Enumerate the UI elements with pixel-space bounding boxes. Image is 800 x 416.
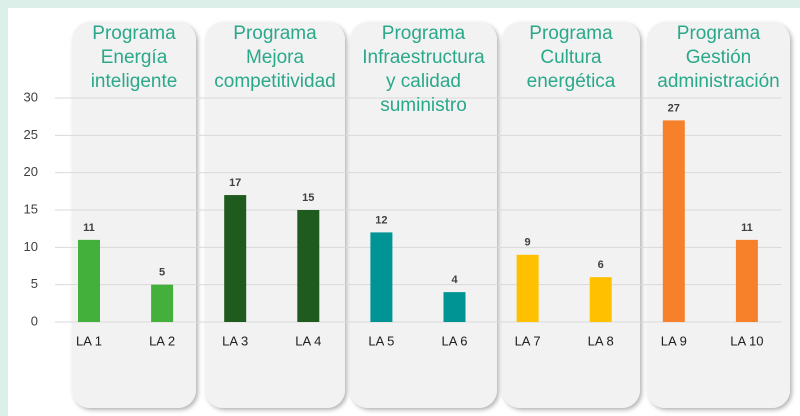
program-title: energética (527, 71, 616, 92)
bar (224, 195, 247, 322)
program-title: Gestión (686, 47, 751, 68)
x-tick-label: LA 5 (368, 333, 394, 348)
bar (297, 210, 320, 322)
program-title: administración (657, 71, 780, 92)
value-label: 6 (598, 259, 604, 271)
bar (78, 239, 100, 322)
value-label: 17 (229, 177, 241, 189)
x-tick-label: LA 1 (76, 333, 102, 348)
bar (370, 232, 393, 322)
program-title: y calidad (386, 71, 461, 92)
x-tick-label: LA 4 (295, 333, 321, 348)
bar (443, 292, 466, 322)
x-tick-label: LA 2 (149, 333, 175, 348)
value-label: 15 (302, 192, 314, 204)
bar (151, 284, 174, 322)
program-title: Cultura (540, 47, 602, 68)
program-title: Infraestructura (362, 47, 485, 68)
program-title: Programa (92, 23, 176, 44)
y-tick-label: 5 (31, 276, 38, 291)
value-label: 27 (668, 102, 680, 114)
y-tick-label: 0 (31, 313, 38, 328)
program-title: Programa (677, 23, 761, 44)
program-title: Programa (382, 23, 466, 44)
bar (662, 120, 685, 323)
x-tick-label: LA 6 (441, 333, 467, 348)
bar (516, 254, 539, 322)
x-tick-label: LA 8 (588, 333, 614, 348)
x-tick-label: LA 10 (730, 333, 763, 348)
value-label: 4 (451, 274, 458, 286)
program-title: Programa (529, 23, 613, 44)
y-tick-label: 15 (24, 201, 38, 216)
program-title: Mejora (246, 47, 305, 68)
value-label: 5 (159, 267, 165, 279)
value-label: 12 (375, 214, 387, 226)
value-label: 11 (741, 222, 753, 234)
y-tick-label: 25 (24, 127, 38, 142)
bar (735, 239, 758, 322)
program-title: suministro (380, 95, 467, 116)
value-label: 9 (525, 237, 531, 249)
y-tick-label: 20 (24, 164, 38, 179)
program-title: competitividad (214, 71, 335, 92)
value-label: 11 (83, 222, 95, 234)
x-tick-label: LA 7 (515, 333, 541, 348)
y-tick-label: 30 (24, 89, 38, 104)
x-tick-label: LA 3 (222, 333, 248, 348)
program-title: inteligente (91, 71, 178, 92)
program-title: Programa (233, 23, 317, 44)
bar (589, 277, 612, 322)
y-tick-label: 10 (24, 239, 38, 254)
x-tick-label: LA 9 (661, 333, 687, 348)
program-title: Energía (101, 47, 168, 68)
